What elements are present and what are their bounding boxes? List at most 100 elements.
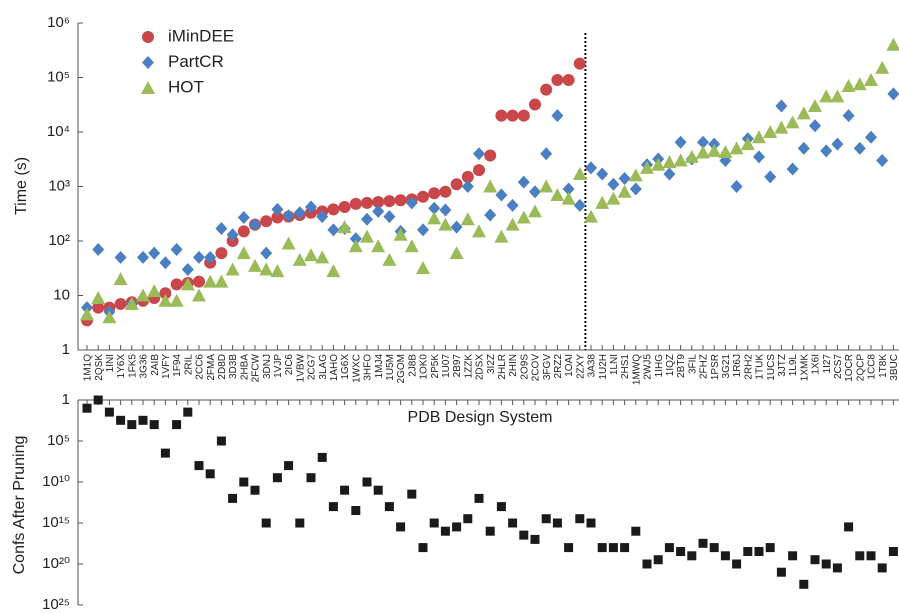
- marker: [142, 31, 154, 43]
- x-tick-label: 3HFO: [363, 354, 374, 381]
- marker: [326, 264, 341, 278]
- marker: [809, 119, 821, 133]
- marker: [865, 130, 877, 144]
- marker: [327, 203, 340, 216]
- x-tick-label: 2D8D: [217, 354, 228, 380]
- x-tick-label: 1I27: [822, 354, 833, 374]
- x-tick-label: 1TUK: [755, 354, 766, 380]
- marker: [440, 526, 450, 536]
- marker: [371, 239, 386, 253]
- x-tick-label: 1VFY: [161, 354, 172, 379]
- marker: [225, 262, 240, 276]
- x-tick-label: 1VJP: [273, 354, 284, 378]
- x-tick-label: 1U07: [441, 354, 452, 378]
- marker: [192, 288, 206, 302]
- x-tick-label: 3JTZ: [777, 354, 788, 377]
- x-tick-label: 1M1Q: [83, 354, 94, 381]
- x-tick-label: 1T8K: [878, 354, 889, 378]
- marker: [842, 109, 855, 123]
- marker: [852, 77, 867, 91]
- marker: [528, 204, 542, 218]
- marker: [620, 543, 630, 553]
- marker: [519, 530, 529, 540]
- marker: [383, 195, 396, 208]
- marker: [483, 179, 498, 193]
- marker: [137, 250, 149, 264]
- marker: [629, 182, 642, 196]
- marker: [360, 229, 374, 243]
- marker: [529, 98, 541, 111]
- x-tick-label: 1OCR: [844, 354, 855, 382]
- x-tick-label: 2CS7: [833, 354, 844, 379]
- marker: [539, 179, 554, 193]
- marker: [82, 403, 92, 413]
- marker: [439, 203, 452, 217]
- marker: [239, 477, 249, 487]
- marker: [673, 153, 688, 167]
- marker: [138, 415, 148, 425]
- marker: [540, 83, 553, 96]
- marker: [754, 547, 764, 557]
- marker: [564, 543, 574, 553]
- x-tick-label: 1UCS: [766, 354, 777, 381]
- marker: [663, 167, 676, 181]
- marker: [259, 262, 274, 276]
- marker: [383, 210, 396, 224]
- marker: [124, 296, 139, 310]
- x-tick-label: 2DSX: [475, 354, 486, 380]
- x-tick-label: 2CC6: [195, 354, 206, 380]
- x-tick-label: 2AIB: [150, 354, 161, 376]
- x-tick-label: 1VBW: [295, 353, 306, 382]
- marker: [642, 559, 652, 569]
- marker: [562, 73, 575, 86]
- legend-label: HOT: [168, 77, 204, 96]
- marker: [855, 551, 865, 561]
- marker: [743, 547, 753, 557]
- marker: [618, 172, 631, 186]
- x-tick-label: 1PSR: [710, 354, 721, 380]
- marker: [260, 215, 273, 228]
- y-tick-label: 10²⁵: [42, 596, 70, 613]
- marker: [517, 109, 530, 122]
- marker: [753, 150, 765, 164]
- x-tick-label: 1OAI: [564, 354, 575, 377]
- marker: [80, 307, 94, 321]
- marker: [651, 157, 666, 171]
- marker: [439, 185, 452, 198]
- y-tick-label: 10: [53, 286, 70, 303]
- marker: [631, 526, 641, 536]
- marker: [730, 180, 743, 193]
- marker: [617, 184, 632, 198]
- marker: [494, 229, 509, 243]
- marker: [148, 246, 161, 260]
- marker: [765, 543, 775, 553]
- y-tick-label: 10⁵: [47, 68, 70, 85]
- y-tick-label: 10³: [48, 177, 70, 194]
- x-tick-label: 1OK0: [419, 354, 430, 380]
- marker: [684, 149, 699, 163]
- marker: [317, 452, 327, 462]
- marker: [295, 518, 305, 528]
- marker: [696, 145, 710, 159]
- marker: [585, 161, 597, 175]
- marker: [158, 293, 173, 307]
- x-tick-label: 1U2H: [598, 354, 609, 380]
- marker: [261, 518, 271, 528]
- x-tick-label: 1INI: [105, 354, 116, 372]
- marker: [316, 210, 329, 224]
- marker: [214, 274, 229, 288]
- x-tick-label: 2J8B: [407, 354, 418, 377]
- marker: [203, 274, 218, 288]
- marker: [788, 551, 798, 561]
- marker: [709, 543, 719, 553]
- marker: [508, 518, 518, 528]
- marker: [382, 252, 397, 266]
- marker: [193, 250, 205, 264]
- marker: [170, 242, 183, 256]
- marker: [429, 518, 439, 528]
- marker: [799, 579, 809, 589]
- x-tick-label: 2QSK: [94, 354, 105, 381]
- x-tick-label: 1WXC: [351, 354, 362, 383]
- marker: [216, 436, 226, 446]
- marker: [271, 202, 284, 216]
